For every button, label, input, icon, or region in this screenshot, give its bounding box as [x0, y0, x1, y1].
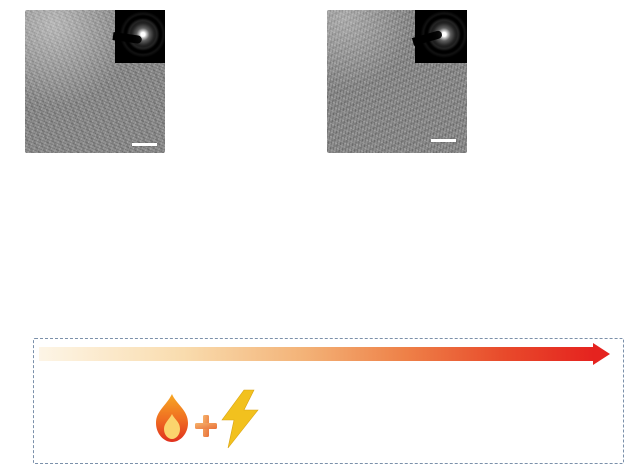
panel-b-arrows	[327, 10, 467, 153]
structure-box-600	[46, 384, 132, 440]
pore-sketch-600	[46, 384, 132, 440]
panel-f-schematic	[33, 338, 624, 464]
chart-panel-d	[222, 165, 410, 328]
structure-box-2000	[501, 384, 586, 440]
lightning-bolt-icon	[221, 389, 259, 449]
structure-box-1000	[290, 384, 377, 440]
plus-icon	[195, 415, 217, 437]
pore-sketch-1000	[290, 384, 377, 440]
structure-box-1500	[392, 384, 478, 440]
chart-profile-3	[484, 6, 626, 84]
panel-b-saed-inset	[411, 10, 467, 63]
panel-a-arrows	[25, 10, 165, 153]
arrowhead-icon	[593, 343, 610, 365]
panel-a-tem-image	[25, 10, 165, 153]
chart-panel-c	[2, 165, 210, 328]
pore-sketch-2000	[501, 384, 586, 440]
process-arrow-banner	[39, 347, 593, 361]
chart-panel-e	[408, 165, 630, 328]
pore-sketch-1500	[392, 384, 478, 440]
panel-a-scalebar-line	[132, 143, 157, 146]
flame-icon	[156, 394, 188, 442]
chart-profile-2	[171, 86, 313, 164]
panel-b-scalebar-line	[431, 139, 456, 142]
panel-a-saed-inset	[112, 10, 165, 63]
chart-profile-4	[484, 86, 626, 164]
chart-profile-1	[171, 6, 313, 84]
panel-b-tem-image	[327, 10, 467, 153]
